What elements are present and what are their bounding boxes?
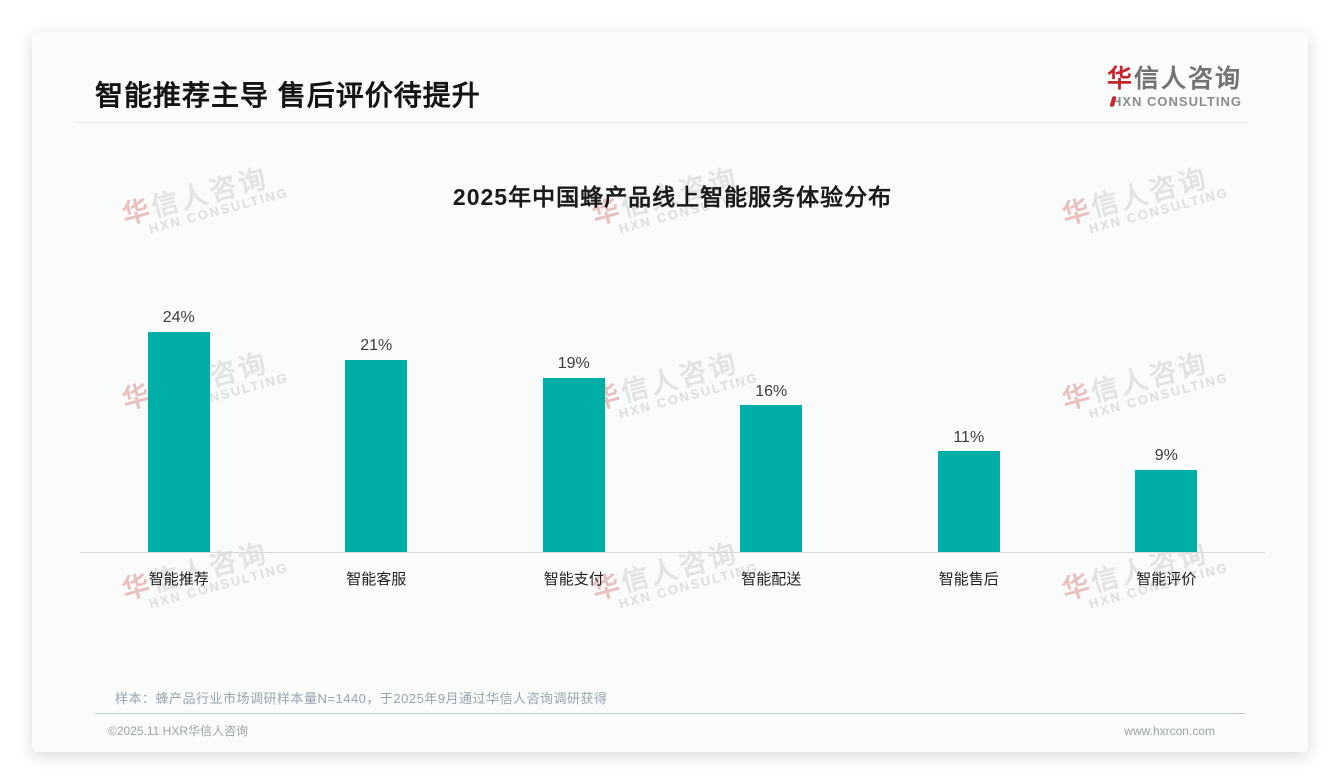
watermark: 华信人咨询 HXN CONSULTING bbox=[119, 162, 291, 237]
header-divider bbox=[75, 122, 1248, 123]
bar-column: 24% bbox=[80, 293, 278, 552]
bar bbox=[937, 451, 1000, 552]
category-label: 智能配送 bbox=[741, 571, 802, 588]
category-label: 智能推荐 bbox=[148, 571, 209, 588]
bar bbox=[1135, 469, 1198, 552]
bar-value-label: 9% bbox=[1154, 446, 1178, 464]
bar-value-label: 19% bbox=[557, 355, 590, 373]
header: 智能推荐主导 售后评价待提升 华信人咨询 HXN CONSULTING bbox=[95, 65, 1242, 114]
watermark: 华信人咨询 HXN CONSULTING bbox=[589, 162, 761, 237]
logo-cn-rest: 信人咨询 bbox=[1133, 65, 1242, 93]
bar-column: 19% bbox=[475, 293, 673, 552]
category-labels-row: 智能推荐 智能客服 智能支付 智能配送 智能售后 智能评价 bbox=[80, 568, 1265, 589]
bar-column: 11% bbox=[870, 293, 1068, 552]
bar bbox=[542, 377, 605, 552]
brand-logo: 华信人咨询 HXN CONSULTING bbox=[1106, 65, 1242, 109]
bar-value-label: 21% bbox=[360, 336, 393, 354]
watermark: 华信人咨询 HXN CONSULTING bbox=[1059, 162, 1231, 237]
website-url: www.hxrcon.com bbox=[1124, 723, 1215, 738]
footer-divider bbox=[95, 713, 1245, 714]
bar bbox=[740, 405, 803, 552]
bar bbox=[345, 359, 408, 552]
bar-column: 9% bbox=[1068, 293, 1266, 552]
logo-en: HXN CONSULTING bbox=[1109, 93, 1242, 109]
category-label: 智能评价 bbox=[1136, 571, 1197, 588]
logo-en-text: HXN CONSULTING bbox=[1111, 93, 1242, 109]
logo-cn-accent: 华 bbox=[1106, 65, 1134, 93]
bar-column: 21% bbox=[278, 293, 476, 552]
bar-chart: 24% 21% 19% 16% 11% 9% bbox=[80, 293, 1265, 553]
category-label: 智能客服 bbox=[346, 571, 407, 588]
bar bbox=[147, 332, 210, 552]
logo-cn: 华信人咨询 bbox=[1106, 65, 1242, 94]
sample-note: 样本：蜂产品行业市场调研样本量N=1440，于2025年9月通过华信人咨询调研获… bbox=[115, 691, 608, 706]
copyright-text: ©2025.11 HXR华信人咨询 bbox=[108, 724, 248, 738]
category-label: 智能支付 bbox=[543, 571, 604, 588]
bar-column: 16% bbox=[673, 293, 871, 552]
page-title: 智能推荐主导 售后评价待提升 bbox=[95, 80, 481, 111]
bar-value-label: 16% bbox=[755, 382, 788, 400]
chart-title: 2025年中国蜂产品线上智能服务体验分布 bbox=[452, 184, 893, 210]
report-card: 华信人咨询 HXN CONSULTING 华信人咨询 HXN CONSULTING 华信… bbox=[32, 32, 1308, 752]
footer: ©2025.11 HXR华信人咨询 www.hxrcon.com bbox=[108, 722, 1215, 739]
category-label: 智能售后 bbox=[938, 571, 999, 588]
bar-value-label: 24% bbox=[162, 309, 195, 327]
bar-value-label: 11% bbox=[953, 428, 985, 446]
